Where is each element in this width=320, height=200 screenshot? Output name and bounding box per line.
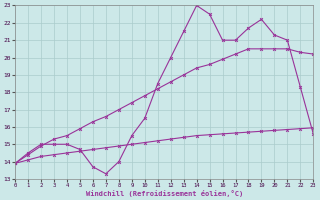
X-axis label: Windchill (Refroidissement éolien,°C): Windchill (Refroidissement éolien,°C) [85,190,243,197]
